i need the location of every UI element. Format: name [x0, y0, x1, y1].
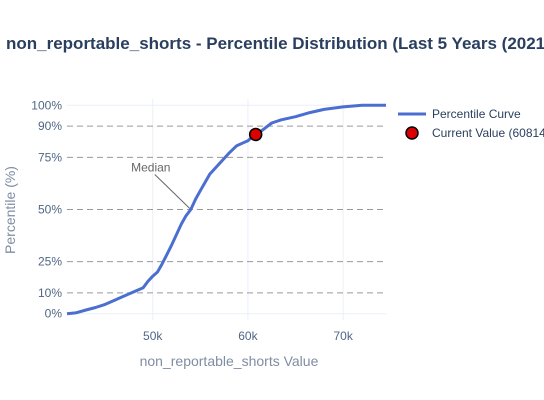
annotation-layer: Median	[131, 161, 192, 210]
legend-marker-swatch	[405, 126, 419, 140]
x-axis-title: non_reportable_shorts Value	[140, 353, 319, 369]
legend-item-percentile-curve: Percentile Curve	[432, 107, 521, 121]
series-layer	[66, 103, 386, 316]
x-tick-label: 50k	[143, 329, 163, 343]
x-tick-label: 70k	[333, 329, 353, 343]
y-tick-label: 10%	[38, 286, 62, 300]
median-annotation-label: Median	[131, 161, 170, 175]
y-tick-label: 75%	[38, 150, 62, 164]
x-tick-label: 60k	[238, 329, 258, 343]
chart-title: non_reportable_shorts - Percentile Distr…	[6, 34, 544, 53]
y-tick-labels: 0% 10% 25% 50% 75% 90% 100%	[31, 98, 62, 320]
y-tick-label: 100%	[31, 98, 62, 112]
y-tick-label: 0%	[45, 307, 63, 321]
current-value-point	[248, 127, 263, 142]
y-axis-title: Percentile (%)	[2, 166, 18, 254]
grid-layer	[67, 99, 386, 320]
percentile-curve-line	[66, 103, 386, 316]
y-tick-label: 90%	[38, 119, 62, 133]
legend: Percentile Curve Current Value (60814)	[398, 107, 544, 140]
median-annotation-arrow	[154, 174, 192, 210]
y-tick-label: 50%	[38, 203, 62, 217]
x-tick-labels: 50k 60k 70k	[143, 329, 354, 343]
legend-item-current-value: Current Value (60814)	[432, 126, 544, 140]
y-tick-label: 25%	[38, 255, 62, 269]
